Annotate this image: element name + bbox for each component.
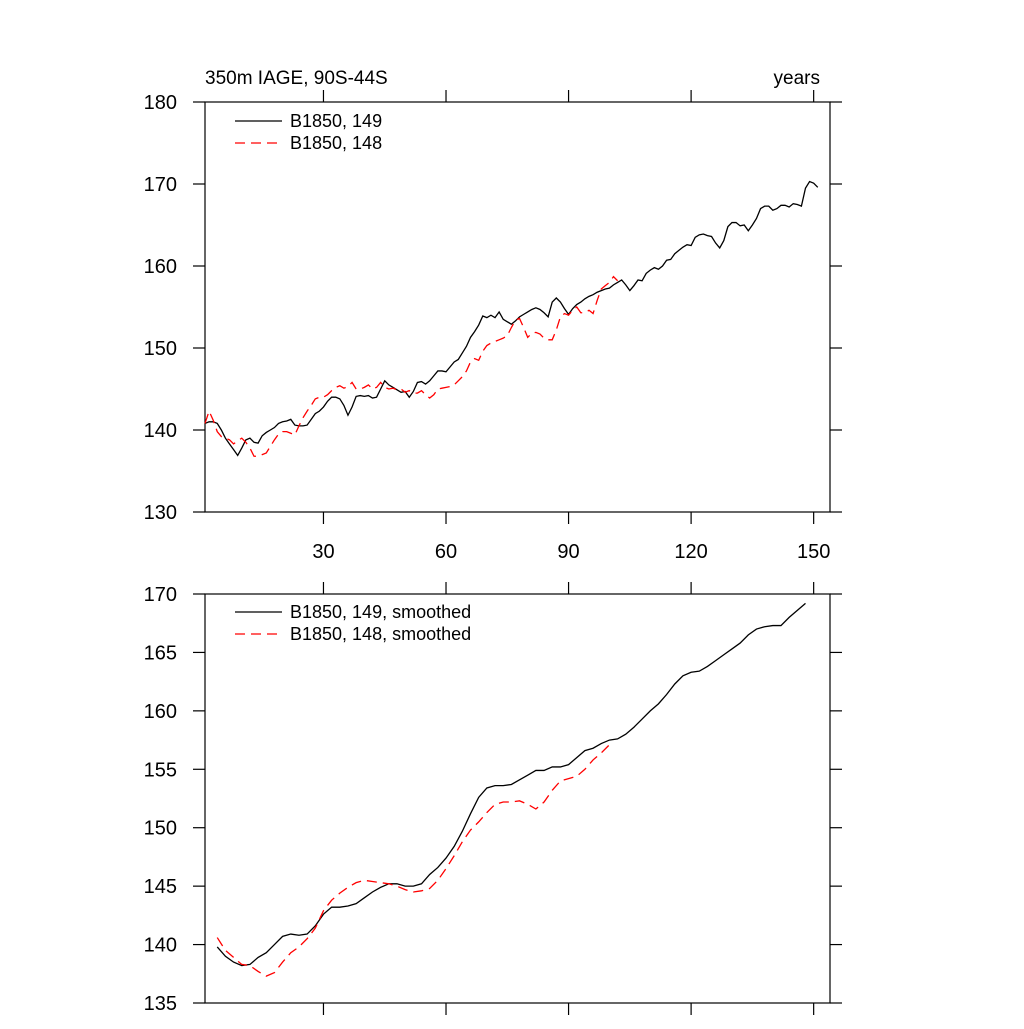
- y-tick-label: 160: [144, 256, 177, 278]
- x-tick-label: 90: [557, 541, 579, 563]
- y-tick-label: 130: [144, 502, 177, 524]
- legend-label: B1850, 149, smoothed: [290, 602, 471, 622]
- x-tick-label: 150: [797, 541, 830, 563]
- data-line: [216, 744, 610, 977]
- x-tick-label: 30: [312, 541, 334, 563]
- y-tick-label: 150: [144, 338, 177, 360]
- y-tick-label: 170: [144, 584, 177, 606]
- legend-label: B1850, 148, smoothed: [290, 624, 471, 644]
- y-tick-label: 170: [144, 174, 177, 196]
- y-tick-label: 145: [144, 876, 177, 898]
- data-line: [204, 180, 819, 457]
- y-tick-label: 150: [144, 818, 177, 840]
- y-tick-label: 180: [144, 92, 177, 114]
- y-tick-label: 155: [144, 759, 177, 781]
- y-tick-label: 140: [144, 420, 177, 442]
- y-tick-label: 165: [144, 642, 177, 664]
- y-tick-label: 140: [144, 935, 177, 957]
- x-tick-label: 60: [435, 541, 457, 563]
- data-line: [216, 602, 806, 967]
- data-line: [204, 275, 619, 457]
- x-axis-label: years: [774, 68, 820, 89]
- y-tick-label: 135: [144, 993, 177, 1015]
- y-tick-label: 160: [144, 701, 177, 723]
- chart-title: 350m IAGE, 90S-44S: [205, 68, 388, 89]
- x-tick-label: 120: [674, 541, 707, 563]
- legend-label: B1850, 148: [290, 133, 382, 153]
- plot-frame: [204, 101, 831, 513]
- legend-label: B1850, 149: [290, 111, 382, 131]
- plot-frame: [204, 593, 831, 1004]
